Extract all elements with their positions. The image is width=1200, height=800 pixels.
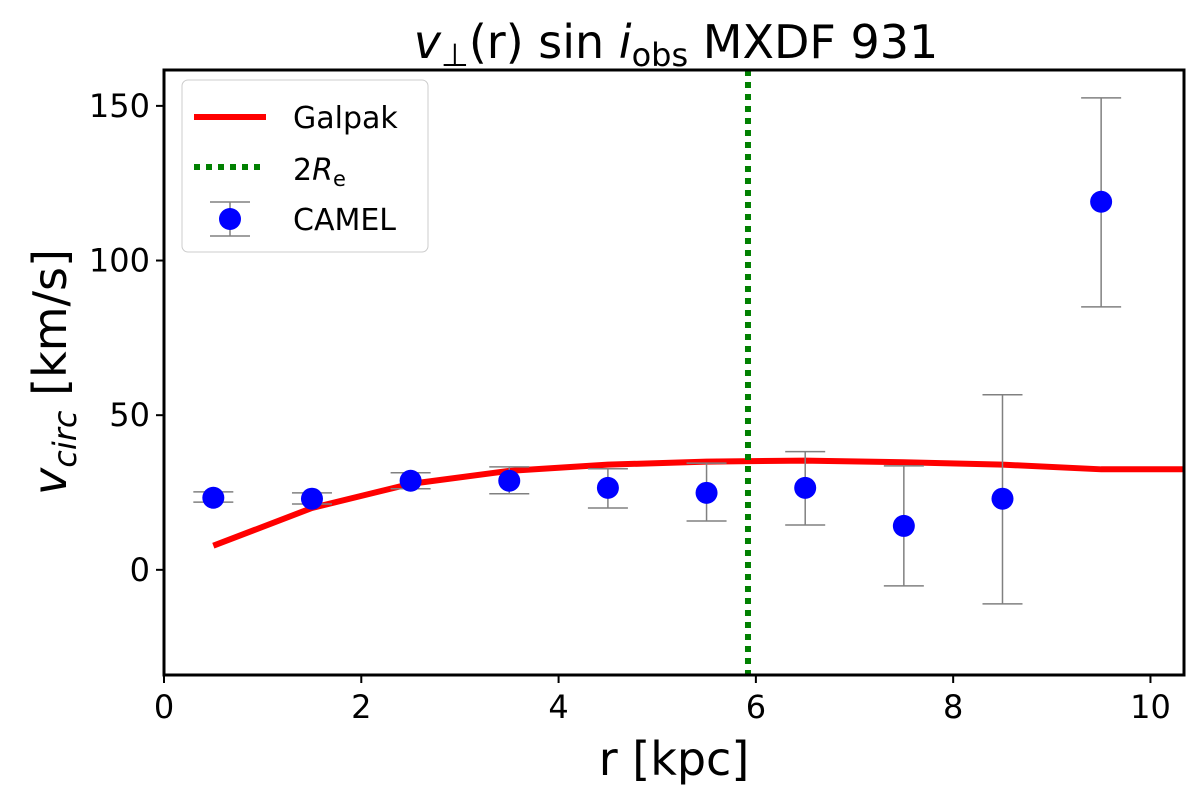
x-tick-label: 6 [746, 688, 766, 726]
camel-point [1090, 190, 1113, 213]
y-tick-label: 0 [130, 551, 150, 589]
x-tick-label: 2 [351, 688, 371, 726]
galpak-line [212, 457, 1184, 549]
camel-point [892, 514, 915, 537]
x-tick-label: 8 [943, 688, 963, 726]
x-tick-label: 10 [1130, 688, 1171, 726]
x-tick-label: 0 [154, 688, 174, 726]
y-tick-label: 100 [89, 242, 150, 280]
legend-camel-marker [219, 208, 241, 230]
camel-point [399, 469, 422, 492]
camel-point [991, 487, 1014, 510]
legend-2re-label: 2Re [293, 153, 346, 191]
camel-point [794, 476, 817, 499]
camel-point [695, 481, 718, 504]
y-tick-label: 50 [109, 396, 150, 434]
legend-galpak-label: Galpak [293, 101, 398, 136]
x-axis-label: r [kpc] [599, 732, 750, 786]
camel-point [202, 486, 225, 509]
legend-box [181, 79, 429, 253]
legend: Galpak 2Re CAMEL [181, 79, 429, 253]
camel-point [596, 476, 619, 499]
plot-frame [162, 68, 1186, 677]
legend-camel-label: CAMEL [293, 203, 396, 238]
camel-point [498, 469, 521, 492]
camel-point [300, 487, 323, 510]
chart-title: v⊥(r) sin iobs MXDF 931 [414, 15, 939, 74]
y-axis-label: vcirc [km/s] [23, 249, 84, 495]
x-tick-label: 4 [548, 688, 568, 726]
y-tick-label: 150 [89, 87, 150, 125]
